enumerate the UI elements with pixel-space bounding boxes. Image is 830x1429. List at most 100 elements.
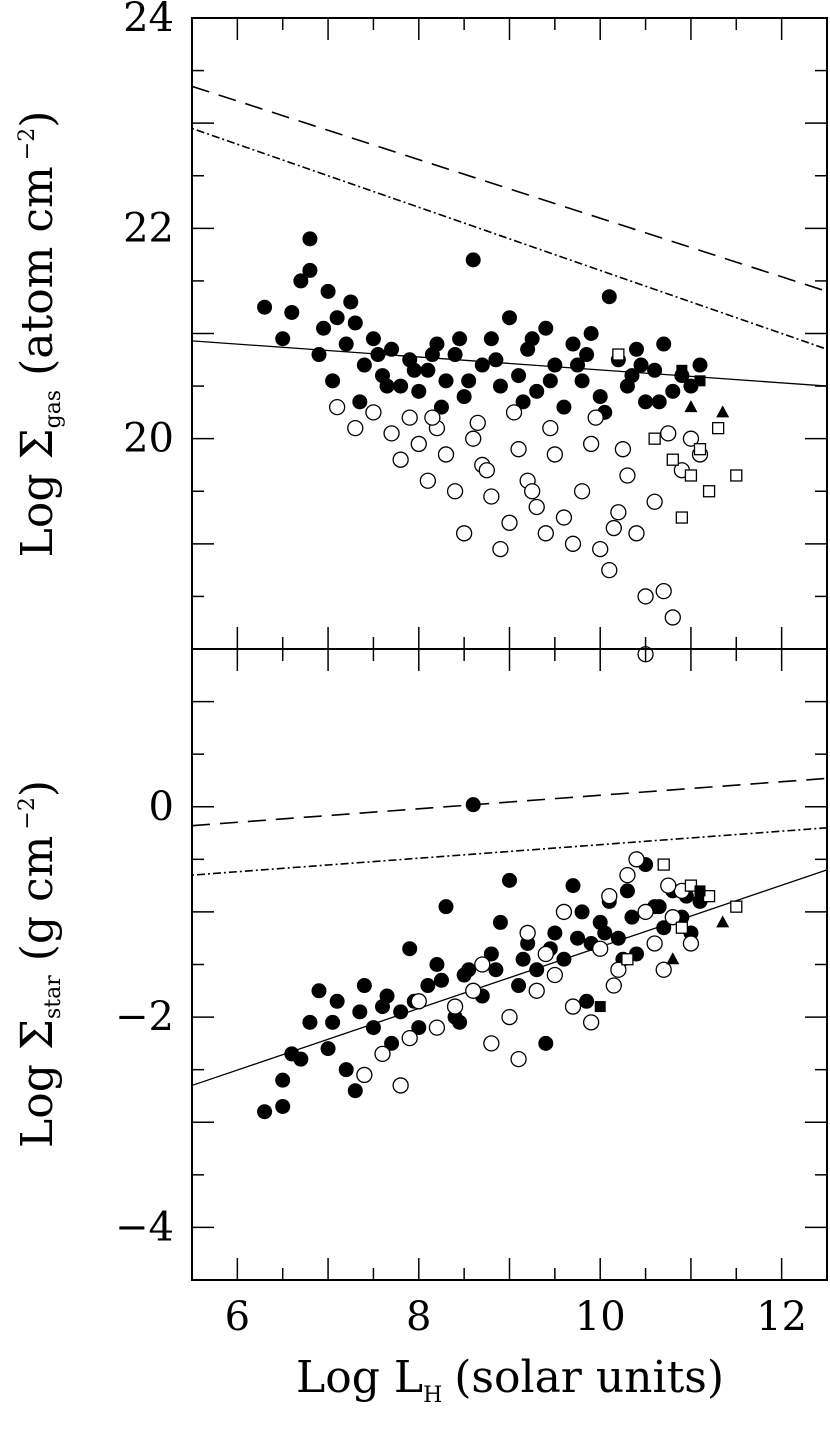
- open-circle-point: [374, 1045, 391, 1063]
- open-circle-point: [510, 1051, 527, 1068]
- bottom-plot-frame: [191, 648, 828, 1281]
- open-square-point: [675, 511, 689, 524]
- open-circle-point: [573, 483, 591, 500]
- y-tick-label: −2: [115, 994, 174, 1040]
- open-circle-point: [510, 441, 527, 458]
- bottom-ticks: [191, 648, 828, 1281]
- open-circle-point: [546, 446, 564, 463]
- open-circle-point: [555, 903, 573, 921]
- open-circle-point: [437, 446, 455, 463]
- open-square-point: [648, 432, 661, 445]
- filled-circle-point: [356, 978, 372, 994]
- open-circle-point: [628, 525, 645, 542]
- open-square-point: [730, 469, 743, 482]
- filled-circle-point: [320, 283, 336, 299]
- filled-circle-point: [284, 304, 300, 320]
- filled-triangle-point: [716, 405, 730, 418]
- filled-circle-point: [529, 383, 545, 399]
- open-square-point: [621, 953, 634, 966]
- open-circle-point: [524, 483, 541, 500]
- filled-circle-point: [647, 362, 663, 378]
- open-circle-point: [637, 588, 654, 605]
- open-circle-point: [478, 462, 495, 479]
- filled-triangle-point: [716, 915, 730, 928]
- open-circle-point: [501, 514, 518, 531]
- top-y-axis-title: Log Σgas(atom cm−2): [12, 111, 66, 558]
- open-square-point: [730, 900, 743, 913]
- filled-circle-point: [547, 925, 563, 941]
- filled-circle-point: [257, 299, 273, 315]
- filled-circle-point: [257, 1104, 273, 1120]
- filled-circle-point: [452, 331, 468, 347]
- top-data-points: [257, 231, 743, 663]
- x-axis-title: Log LH (solar units): [296, 1352, 724, 1408]
- filled-circle-point: [433, 399, 449, 415]
- open-square-point: [657, 858, 670, 871]
- open-circle-point: [365, 404, 382, 421]
- open-circle-point: [592, 940, 609, 957]
- filled-circle-point: [343, 294, 359, 310]
- filled-circle-point: [483, 946, 499, 962]
- filled-circle-point: [275, 1072, 291, 1088]
- open-circle-point: [637, 903, 654, 921]
- filled-circle-point: [619, 883, 635, 899]
- filled-circle-point: [365, 331, 381, 347]
- filled-square-point: [676, 364, 688, 376]
- filled-circle-point: [461, 373, 477, 389]
- open-circle-point: [646, 935, 663, 952]
- open-circle-point: [610, 504, 627, 521]
- bottom-line-dashed: [191, 777, 828, 827]
- open-circle-point: [646, 493, 663, 510]
- open-circle-point: [582, 435, 600, 453]
- y-tick-label: 20: [123, 416, 174, 462]
- open-circle-point: [660, 425, 677, 442]
- y-tick-label: 0: [149, 784, 174, 830]
- top-line-solid: [191, 340, 828, 387]
- open-circle-point: [664, 909, 681, 926]
- open-square-point: [711, 421, 725, 435]
- filled-circle-point: [570, 357, 586, 373]
- filled-circle-point: [651, 899, 667, 915]
- open-circle-point: [328, 398, 346, 416]
- open-circle-point: [555, 509, 573, 526]
- filled-circle-point: [329, 310, 345, 326]
- open-square-point: [675, 921, 689, 934]
- open-circle-point: [601, 561, 618, 579]
- filled-square-point: [594, 1001, 606, 1013]
- filled-circle-point: [511, 368, 527, 384]
- open-circle-point: [455, 525, 473, 542]
- filled-circle-point: [488, 352, 504, 368]
- filled-circle-point: [293, 1051, 309, 1067]
- open-circle-point: [356, 1066, 373, 1084]
- filled-circle-point: [352, 1004, 368, 1020]
- filled-circle-point: [316, 320, 332, 336]
- filled-circle-point: [574, 373, 590, 389]
- filled-circle-point: [538, 1035, 554, 1051]
- filled-circle-point: [579, 347, 595, 363]
- open-circle-point: [483, 1035, 500, 1052]
- filled-circle-point: [402, 941, 418, 957]
- open-circle-point: [682, 935, 700, 952]
- filled-circle-point: [565, 336, 581, 352]
- open-circle-point: [592, 540, 609, 558]
- open-circle-point: [537, 945, 554, 963]
- filled-circle-point: [547, 357, 563, 373]
- filled-circle-point: [456, 389, 472, 405]
- filled-circle-point: [461, 962, 477, 978]
- filled-circle-point: [597, 925, 613, 941]
- open-square-point: [684, 469, 698, 482]
- filled-circle-point: [492, 378, 508, 394]
- filled-circle-point: [384, 1035, 400, 1051]
- filled-circle-point: [556, 951, 572, 967]
- filled-circle-point: [338, 336, 354, 352]
- filled-circle-point: [379, 988, 395, 1004]
- filled-circle-point: [529, 962, 545, 978]
- filled-circle-point: [370, 347, 386, 363]
- open-circle-point: [546, 966, 564, 984]
- open-circle-point: [469, 414, 486, 432]
- open-circle-point: [424, 409, 441, 426]
- x-tick-label: 10: [575, 1294, 626, 1340]
- open-circle-point: [483, 488, 500, 505]
- filled-circle-point: [438, 373, 454, 389]
